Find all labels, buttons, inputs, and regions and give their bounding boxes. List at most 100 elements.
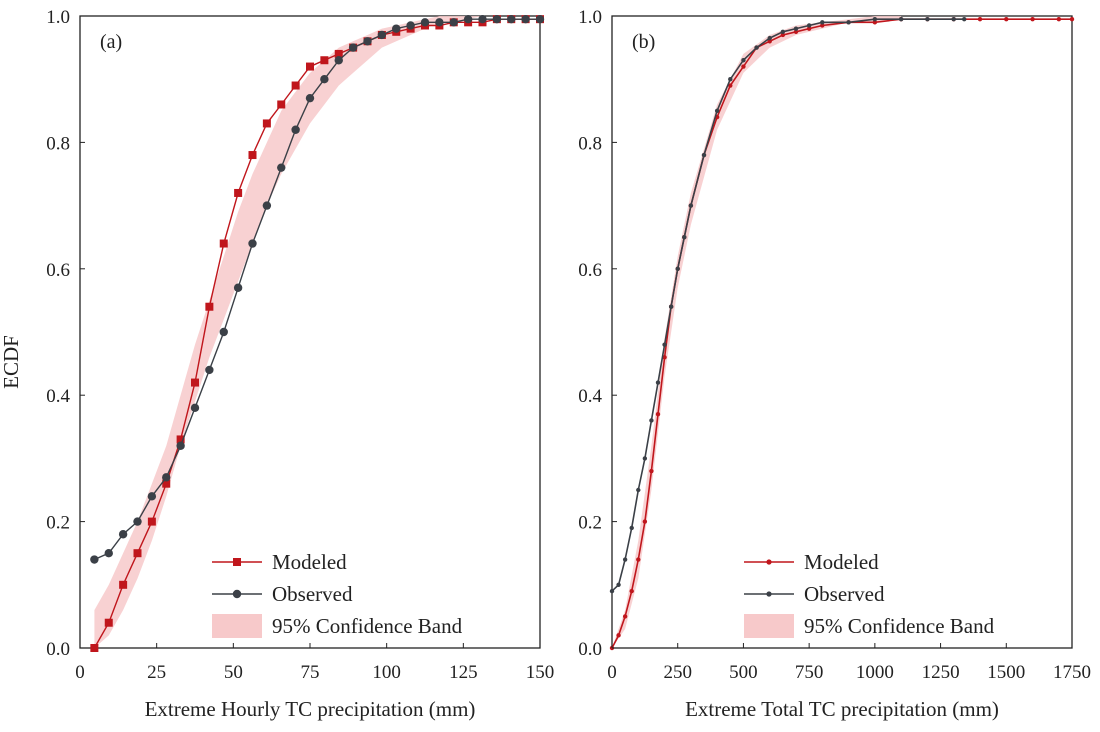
observed-point (262, 201, 272, 210)
observed-point (406, 21, 415, 30)
modeled-point (162, 479, 171, 488)
modeled-point (306, 62, 314, 71)
panel-b-frame (611, 15, 1073, 649)
legend-band-label: 95% Confidence Band (804, 614, 995, 638)
observed-point (872, 16, 878, 22)
observed-line (611, 18, 965, 592)
y-axis-title: ECDF (0, 335, 23, 389)
x-tick-label: 125 (449, 662, 478, 683)
observed-point (521, 14, 530, 24)
modeled-point (767, 39, 772, 44)
panel-a-label: (a) (100, 31, 122, 53)
observed-point (925, 16, 930, 22)
observed-point (334, 56, 343, 65)
modeled-point (147, 517, 156, 526)
observed-point (806, 23, 812, 28)
observed-point (649, 418, 654, 423)
modeled-point (1004, 16, 1009, 22)
observed-point (147, 492, 157, 501)
x-tick-label: 1000 (856, 662, 894, 683)
x-tick-label: 50 (224, 662, 243, 683)
y-tick-label: 0.6 (46, 260, 70, 281)
observed-point (190, 403, 200, 413)
legend-observed-label: Observed (272, 582, 353, 606)
y-tick-label: 0.4 (578, 386, 602, 407)
observed-point (682, 235, 687, 240)
panel-a-confidence-band (94, 16, 483, 648)
observed-point (820, 20, 825, 25)
observed-point (162, 473, 171, 482)
y-tick-label: 0.2 (46, 513, 70, 534)
modeled-point (320, 56, 329, 65)
observed-point (104, 549, 113, 558)
panel-b-y-ticks: 0.0 0.2 0.4 0.6 0.8 1.0 (578, 7, 617, 660)
modeled-point (291, 81, 300, 90)
observed-point (701, 152, 707, 158)
observed-point (662, 342, 667, 347)
modeled-point (793, 29, 799, 34)
observed-point (363, 37, 372, 46)
legend-modeled-label: Modeled (804, 550, 879, 574)
x-tick-label: 1750 (1053, 662, 1091, 683)
modeled-point (334, 49, 343, 58)
observed-point (219, 327, 228, 337)
observed-point (176, 441, 185, 450)
panel-b-label: (b) (632, 31, 655, 53)
observed-point (478, 14, 487, 24)
modeled-point (191, 378, 199, 387)
observed-point (767, 35, 772, 41)
modeled-point (119, 580, 128, 589)
legend-modeled-marker (233, 558, 241, 566)
x-tick-label: 1250 (922, 662, 960, 683)
panel-a-series (90, 14, 545, 652)
observed-point (248, 239, 257, 248)
observed-point (616, 582, 621, 587)
observed-point (688, 203, 694, 208)
legend-band-label: 95% Confidence Band (272, 614, 463, 638)
modeled-point (806, 26, 812, 31)
y-tick-label: 0.0 (46, 639, 70, 660)
y-tick-label: 1.0 (578, 7, 602, 28)
panel-a-x-ticks: 0 25 50 75 100 125 150 (75, 643, 554, 683)
observed-point (377, 30, 387, 40)
modeled-point (277, 100, 286, 109)
x-tick-label: 500 (729, 662, 758, 683)
panel-a-y-ticks: 0.0 0.2 0.4 0.6 0.8 1.0 (46, 7, 85, 660)
modeled-point (104, 618, 113, 627)
legend-modeled-marker (766, 559, 772, 565)
observed-point (305, 93, 315, 103)
x-tick-label: 75 (301, 662, 320, 683)
y-tick-label: 0.8 (578, 133, 602, 154)
observed-point (846, 20, 851, 25)
modeled-point (1056, 16, 1062, 22)
legend-band-swatch (212, 614, 262, 638)
observed-point (233, 283, 243, 292)
modeled-point (248, 151, 257, 160)
modeled-point (262, 119, 271, 128)
modeled-point (872, 20, 878, 25)
observed-point (392, 24, 401, 33)
x-tick-label: 250 (663, 662, 692, 683)
observed-point (133, 517, 142, 526)
observed-point (668, 304, 674, 309)
x-tick-label: 0 (75, 662, 85, 683)
x-tick-label: 150 (526, 662, 555, 683)
y-tick-label: 0.4 (46, 386, 70, 407)
observed-point (348, 43, 358, 52)
observed-point (793, 26, 799, 31)
y-tick-label: 0.0 (578, 639, 602, 660)
modeled-point (219, 239, 228, 248)
observed-point (655, 380, 661, 385)
observed-point (780, 29, 786, 34)
observed-point (535, 14, 545, 24)
observed-point (636, 487, 641, 493)
legend-band-swatch (744, 614, 794, 638)
observed-point (898, 16, 904, 22)
x-tick-label: 0 (607, 662, 617, 683)
observed-point (675, 266, 680, 271)
modeled-point (176, 435, 185, 444)
modeled-point (629, 588, 634, 594)
y-tick-label: 1.0 (46, 7, 70, 28)
observed-point (420, 18, 430, 27)
